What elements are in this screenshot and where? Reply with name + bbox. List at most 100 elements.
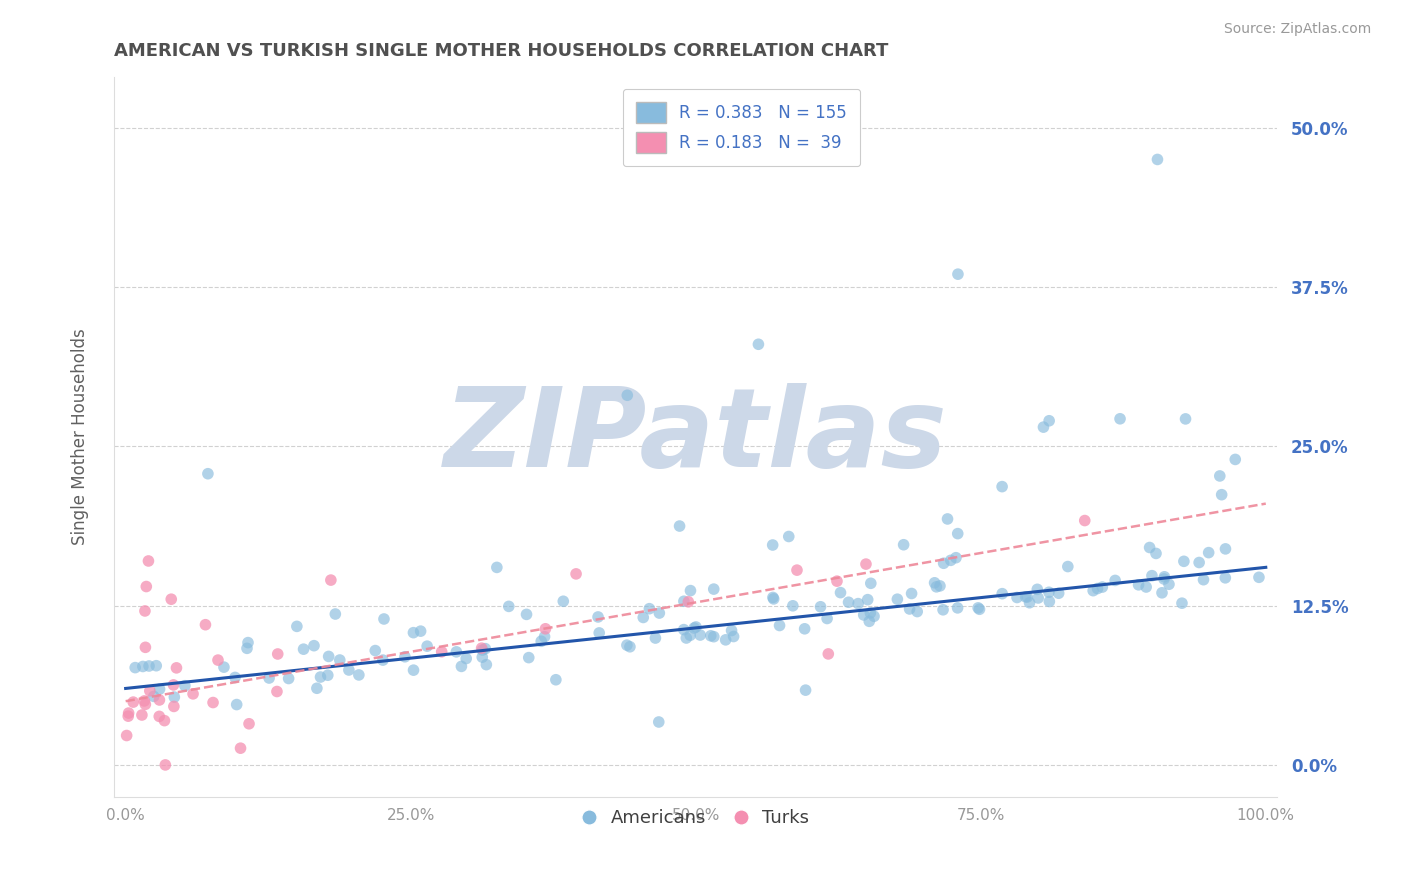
Turks [166, 661, 188, 675]
Americans [1128, 578, 1150, 592]
Americans [224, 670, 246, 684]
Americans [638, 601, 661, 615]
Americans [1109, 411, 1132, 425]
Turks [134, 694, 156, 708]
Turks [138, 554, 160, 568]
Americans [967, 600, 990, 615]
Americans [932, 556, 955, 570]
Turks [160, 592, 183, 607]
Americans [1087, 582, 1109, 596]
Turks [134, 640, 156, 655]
Americans [142, 690, 165, 704]
Americans [720, 624, 742, 638]
Americans [544, 673, 567, 687]
Americans [173, 679, 195, 693]
Turks [135, 580, 157, 594]
Americans [1225, 452, 1247, 467]
Turks [181, 687, 204, 701]
Americans [132, 659, 155, 673]
Americans [723, 630, 745, 644]
Americans [778, 529, 800, 543]
Americans [225, 698, 247, 712]
Turks [565, 566, 588, 581]
Americans [1174, 412, 1197, 426]
Americans [148, 682, 170, 697]
Americans [450, 659, 472, 673]
Americans [685, 620, 707, 634]
Americans [782, 599, 804, 613]
Turks [1074, 514, 1097, 528]
Americans [416, 639, 439, 653]
Americans [672, 623, 695, 637]
Americans [945, 550, 967, 565]
Americans [893, 538, 915, 552]
Americans [456, 651, 478, 665]
Turks [678, 595, 700, 609]
Americans [946, 526, 969, 541]
Turks [131, 708, 153, 723]
Americans [668, 519, 690, 533]
Americans [703, 630, 725, 644]
Americans [1018, 596, 1040, 610]
Americans [679, 628, 702, 642]
Americans [924, 575, 946, 590]
Americans [138, 659, 160, 673]
Americans [1213, 571, 1236, 585]
Americans [394, 649, 416, 664]
Americans [409, 624, 432, 639]
Americans [714, 632, 737, 647]
Americans [145, 658, 167, 673]
Americans [402, 625, 425, 640]
Americans [257, 671, 280, 685]
Americans [1038, 594, 1060, 608]
Turks [202, 696, 225, 710]
Americans [858, 615, 880, 629]
Americans [925, 580, 948, 594]
Americans [1032, 420, 1054, 434]
Americans [373, 612, 395, 626]
Americans [846, 597, 869, 611]
Americans [644, 631, 666, 645]
Turks [163, 699, 186, 714]
Americans [700, 629, 723, 643]
Americans [703, 582, 725, 596]
Turks [817, 647, 839, 661]
Americans [474, 641, 496, 656]
Americans [1247, 570, 1270, 584]
Americans [292, 642, 315, 657]
Turks [162, 678, 184, 692]
Americans [793, 622, 815, 636]
Americans [1157, 577, 1180, 591]
Americans [533, 630, 555, 644]
Americans [553, 594, 575, 608]
Americans [747, 337, 769, 351]
Text: AMERICAN VS TURKISH SINGLE MOTHER HOUSEHOLDS CORRELATION CHART: AMERICAN VS TURKISH SINGLE MOTHER HOUSEH… [114, 42, 889, 60]
Americans [1173, 554, 1195, 568]
Americans [318, 649, 340, 664]
Turks [430, 645, 453, 659]
Americans [1211, 488, 1233, 502]
Americans [1140, 568, 1163, 582]
Americans [689, 628, 711, 642]
Turks [267, 647, 290, 661]
Turks [148, 693, 170, 707]
Americans [675, 631, 697, 645]
Americans [1081, 583, 1104, 598]
Americans [1153, 570, 1175, 584]
Americans [1091, 580, 1114, 594]
Americans [886, 592, 908, 607]
Americans [929, 579, 952, 593]
Americans [498, 599, 520, 614]
Americans [1005, 591, 1028, 605]
Americans [371, 653, 394, 667]
Americans [616, 638, 638, 652]
Americans [337, 663, 360, 677]
Americans [305, 681, 328, 696]
Turks [238, 716, 260, 731]
Americans [648, 606, 671, 620]
Americans [991, 480, 1014, 494]
Americans [517, 650, 540, 665]
Text: ZIPatlas: ZIPatlas [444, 384, 948, 491]
Americans [810, 599, 832, 614]
Americans [672, 594, 695, 608]
